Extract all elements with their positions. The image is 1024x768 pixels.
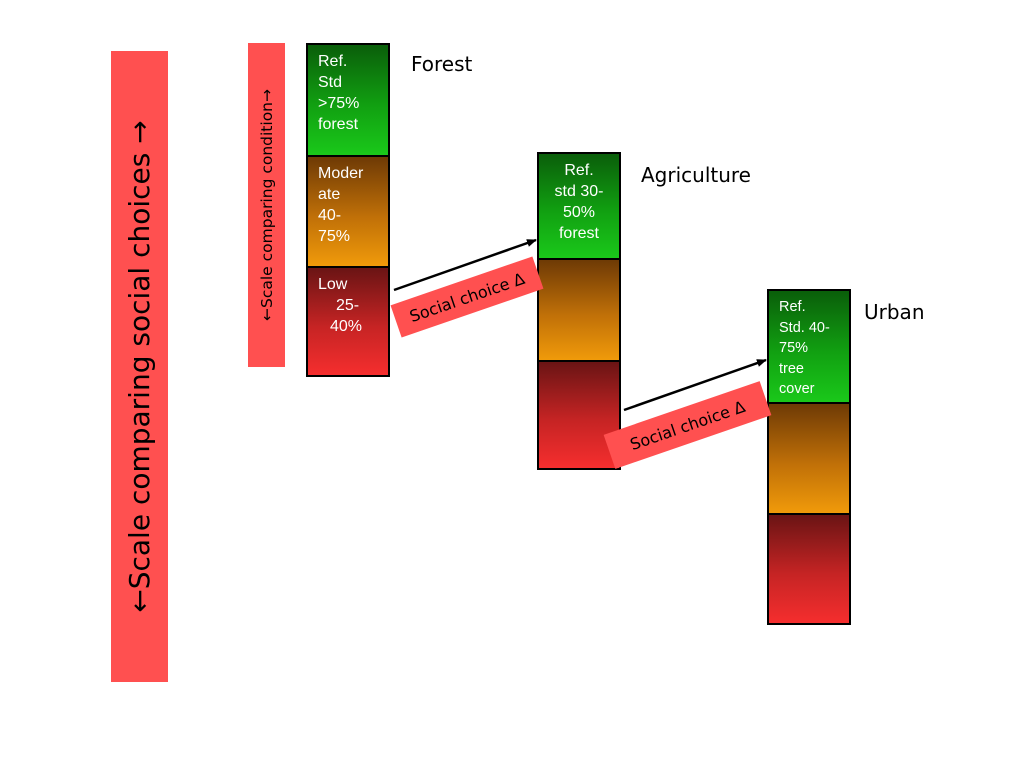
text-line: 75% bbox=[779, 340, 809, 356]
agriculture-low-segment bbox=[539, 360, 619, 468]
text-line: forest bbox=[318, 116, 359, 133]
text-line: Ref. bbox=[564, 162, 594, 179]
text-line: 75% bbox=[318, 228, 351, 245]
urban-column: Ref. Std. 40- 75% tree cover bbox=[767, 289, 851, 625]
urban-reference-text: Ref. Std. 40- 75% tree cover bbox=[779, 297, 845, 400]
forest-reference-segment: Ref. Std >75% forest bbox=[308, 45, 388, 155]
text-line: 40- bbox=[318, 207, 342, 224]
text-line: Low bbox=[318, 276, 348, 293]
text-line: Ref. bbox=[779, 299, 806, 315]
condition-scale-bar: ←Scale comparing condition→ bbox=[248, 43, 285, 367]
text-line: ate bbox=[318, 186, 341, 203]
agriculture-to-urban-arrow bbox=[623, 358, 767, 412]
forest-moderate-text: Moder ate 40- 75% bbox=[318, 163, 384, 247]
forest-low-segment: Low 25- 40% bbox=[308, 266, 388, 375]
agriculture-moderate-segment bbox=[539, 258, 619, 360]
forest-reference-text: Ref. Std >75% forest bbox=[318, 51, 384, 135]
urban-reference-segment: Ref. Std. 40- 75% tree cover bbox=[769, 291, 849, 402]
text-line: tree bbox=[779, 360, 804, 377]
urban-low-segment bbox=[769, 513, 849, 623]
forest-moderate-segment: Moder ate 40- 75% bbox=[308, 155, 388, 266]
forest-label: Forest bbox=[411, 52, 473, 76]
text-line: >75% bbox=[318, 95, 360, 112]
forest-column: Ref. Std >75% forest Moder ate 40- 75% L… bbox=[306, 43, 390, 377]
urban-label: Urban bbox=[864, 300, 925, 324]
agriculture-reference-segment: Ref. std 30- 50% forest bbox=[539, 154, 619, 258]
text-line: 40% bbox=[330, 318, 363, 335]
agriculture-label: Agriculture bbox=[641, 163, 751, 187]
text-line: std 30- bbox=[554, 183, 604, 200]
agriculture-column: Ref. std 30- 50% forest bbox=[537, 152, 621, 470]
text-line: Std bbox=[318, 74, 343, 91]
text-line: forest bbox=[558, 225, 599, 242]
text-line: Ref. bbox=[318, 53, 348, 70]
forest-to-agriculture-arrow bbox=[393, 238, 537, 292]
text-line: cover bbox=[779, 381, 815, 397]
social-choices-scale-bar: ←Scale comparing social choices → bbox=[111, 51, 168, 682]
text-line: Std. 40- bbox=[779, 319, 830, 336]
text-line: 50% bbox=[562, 204, 596, 221]
urban-moderate-segment bbox=[769, 402, 849, 513]
agriculture-reference-text: Ref. std 30- 50% forest bbox=[541, 160, 617, 244]
forest-low-text: Low 25- 40% bbox=[318, 274, 384, 337]
text-line: Moder bbox=[318, 165, 364, 182]
text-line: 25- bbox=[336, 297, 360, 314]
